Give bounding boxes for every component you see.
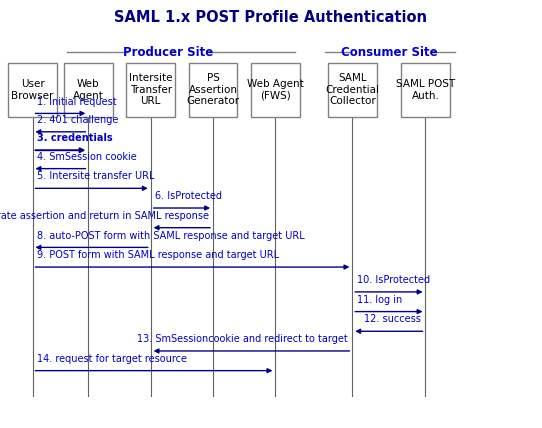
Text: SAML
Credential
Collector: SAML Credential Collector	[325, 73, 379, 107]
Text: 8. auto-POST form with SAML response and target URL: 8. auto-POST form with SAML response and…	[37, 231, 305, 241]
Text: 3. credentials: 3. credentials	[37, 134, 113, 143]
Text: 7. generate assertion and return in SAML response: 7. generate assertion and return in SAML…	[0, 211, 209, 221]
Text: Web
Agent: Web Agent	[73, 79, 104, 101]
FancyBboxPatch shape	[126, 63, 175, 117]
Text: 11. log in: 11. log in	[357, 295, 402, 305]
Text: 2. 401 challenge: 2. 401 challenge	[37, 115, 118, 125]
Text: 10. IsProtected: 10. IsProtected	[357, 275, 430, 285]
Text: 12. success: 12. success	[364, 315, 421, 324]
Text: 6. IsProtected: 6. IsProtected	[155, 191, 222, 201]
Text: 4. SmSession cookie: 4. SmSession cookie	[37, 152, 137, 162]
Text: Producer Site: Producer Site	[123, 46, 213, 59]
FancyBboxPatch shape	[328, 63, 377, 117]
Text: SAML 1.x POST Profile Authentication: SAML 1.x POST Profile Authentication	[114, 9, 428, 25]
Text: User
Browser: User Browser	[11, 79, 54, 101]
Text: 1. initial request: 1. initial request	[37, 97, 117, 107]
Text: Consumer Site: Consumer Site	[341, 46, 437, 59]
Text: Web Agent
(FWS): Web Agent (FWS)	[247, 79, 304, 101]
FancyBboxPatch shape	[251, 63, 300, 117]
Text: 5. Intersite transfer URL: 5. Intersite transfer URL	[37, 172, 154, 181]
FancyBboxPatch shape	[401, 63, 450, 117]
FancyBboxPatch shape	[8, 63, 57, 117]
Text: 14. request for target resource: 14. request for target resource	[37, 354, 187, 364]
Text: PS
Assertion
Generator: PS Assertion Generator	[186, 73, 240, 107]
Text: Intersite
Transfer
URL: Intersite Transfer URL	[129, 73, 172, 107]
FancyBboxPatch shape	[189, 63, 237, 117]
FancyBboxPatch shape	[64, 63, 113, 117]
Text: SAML POST
Auth.: SAML POST Auth.	[396, 79, 455, 101]
Text: 13. SmSessioncookie and redirect to target: 13. SmSessioncookie and redirect to targ…	[137, 334, 348, 344]
Text: 9. POST form with SAML response and target URL: 9. POST form with SAML response and targ…	[37, 250, 279, 260]
